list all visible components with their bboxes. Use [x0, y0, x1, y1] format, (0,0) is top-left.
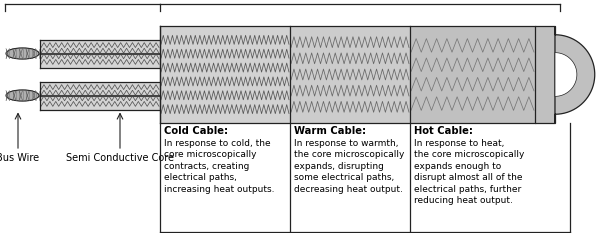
Text: In response to cold, the
core microscopically
contracts, creating
electrical pat: In response to cold, the core microscopi… [164, 139, 275, 194]
Text: Hot Cable:: Hot Cable: [414, 126, 473, 136]
Polygon shape [535, 26, 555, 123]
Polygon shape [555, 53, 577, 96]
Polygon shape [160, 26, 290, 123]
Text: Cold Cable:: Cold Cable: [164, 126, 228, 136]
Polygon shape [290, 26, 410, 123]
Text: Semi Conductive Core: Semi Conductive Core [66, 153, 174, 163]
Text: Unheated Section: Unheated Section [36, 0, 129, 2]
Ellipse shape [6, 48, 39, 59]
Text: Heated Section: Heated Section [308, 0, 388, 2]
Text: Bus Wire: Bus Wire [0, 153, 40, 163]
Text: Warm Cable:: Warm Cable: [294, 126, 366, 136]
Polygon shape [40, 82, 160, 110]
Text: In response to heat,
the core microscopically
expands enough to
disrupt almost a: In response to heat, the core microscopi… [414, 139, 524, 205]
Polygon shape [40, 40, 160, 68]
Text: In response to warmth,
the core microscopically
expands, disrupting
some electri: In response to warmth, the core microsco… [294, 139, 404, 194]
Ellipse shape [6, 90, 39, 101]
Polygon shape [555, 26, 595, 123]
Polygon shape [410, 26, 535, 123]
